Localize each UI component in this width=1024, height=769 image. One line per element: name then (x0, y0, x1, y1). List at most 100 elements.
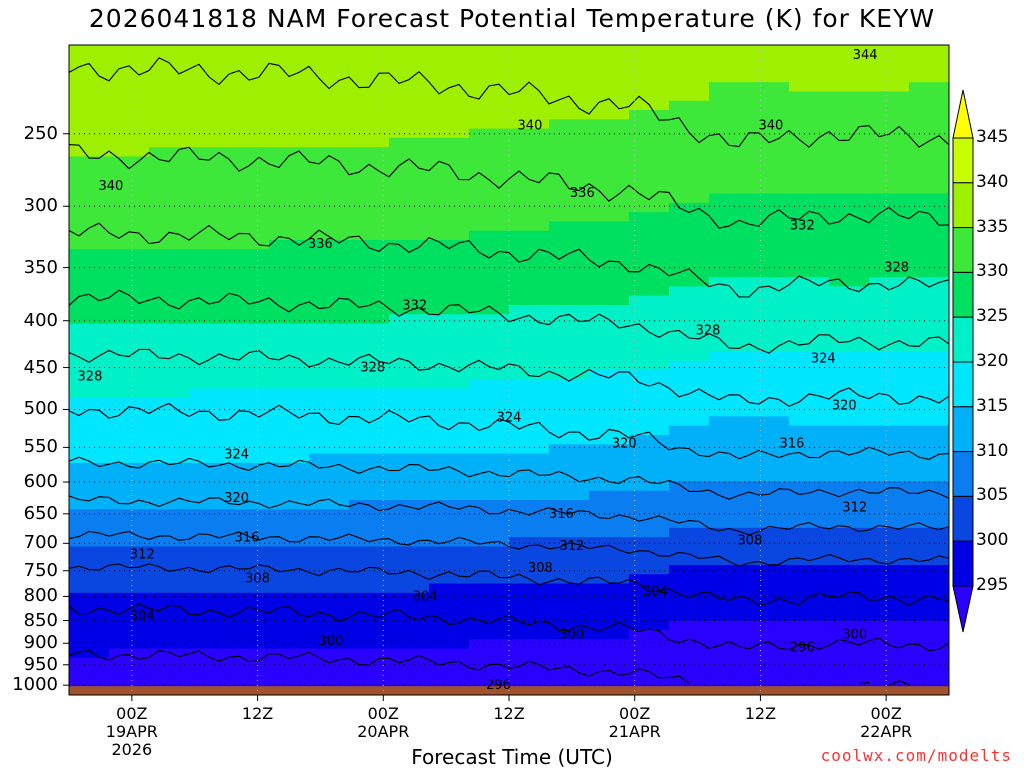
field-cell (669, 490, 710, 501)
field-cell (149, 184, 190, 195)
contour-label: 304 (643, 584, 668, 599)
field-cell (829, 490, 870, 501)
field-cell (629, 620, 670, 631)
field-cell (829, 546, 870, 557)
field-cell (509, 63, 550, 74)
field-cell (229, 156, 270, 167)
field-cell (349, 351, 390, 362)
field-cell (549, 54, 590, 65)
contour-label: 312 (130, 548, 155, 563)
field-cell (469, 407, 510, 418)
field-cell (109, 565, 150, 575)
field-cell (229, 72, 270, 83)
field-cell (869, 165, 910, 176)
field-cell (669, 63, 710, 74)
field-cell (309, 277, 350, 288)
field-cell (669, 212, 710, 223)
field-cell (869, 518, 910, 529)
field-cell (109, 230, 150, 241)
field-cell (389, 481, 430, 492)
field-cell (829, 676, 870, 687)
field-cell (509, 676, 550, 687)
field-cell (869, 249, 910, 260)
field-cell (749, 435, 790, 445)
field-cell (269, 323, 310, 334)
field-cell (749, 490, 790, 501)
field-cell (229, 45, 270, 55)
field-cell (589, 193, 630, 204)
field-cell (669, 165, 710, 176)
field-cell (829, 212, 870, 223)
field-cell (749, 342, 790, 353)
field-cell (749, 63, 790, 74)
field-cell (829, 202, 870, 213)
field-cell (789, 518, 830, 529)
field-cell (69, 397, 110, 408)
field-cell (429, 472, 470, 483)
field-cell (549, 537, 590, 548)
field-cell (189, 175, 230, 185)
field-cell (429, 258, 470, 269)
field-cell (149, 351, 190, 362)
field-cell (909, 82, 949, 93)
field-cell (389, 444, 430, 455)
field-cell (509, 230, 550, 241)
field-cell (749, 397, 790, 408)
field-cell (589, 444, 630, 455)
field-cell (389, 286, 430, 297)
field-cell (429, 119, 470, 130)
field-cell (869, 110, 910, 120)
field-cell (829, 574, 870, 585)
field-cell (269, 193, 310, 204)
field-cell (749, 379, 790, 390)
field-cell (789, 332, 830, 343)
field-cell (229, 100, 270, 111)
field-cell (789, 657, 830, 668)
field-cell (469, 72, 510, 83)
field-cell (309, 137, 350, 148)
field-cell (549, 602, 590, 613)
field-cell (149, 500, 190, 510)
field-cell (189, 165, 230, 176)
field-cell (749, 305, 790, 315)
field-cell (69, 91, 110, 102)
credit-link[interactable]: coolwx.com/modelts (820, 746, 1012, 765)
field-cell (709, 277, 750, 288)
field-cell (789, 202, 830, 213)
field-cell (509, 360, 550, 371)
field-cell (189, 249, 230, 260)
field-cell (429, 184, 470, 195)
field-cell (309, 249, 350, 260)
field-cell (509, 202, 550, 213)
field-cell (109, 240, 150, 250)
field-cell (709, 425, 750, 436)
field-cell (869, 657, 910, 668)
field-cell (309, 184, 350, 195)
field-cell (229, 137, 270, 148)
field-cell (389, 323, 430, 334)
field-cell (789, 667, 830, 678)
field-cell (229, 249, 270, 260)
field-cell (869, 100, 910, 111)
field-cell (549, 407, 590, 418)
field-cell (189, 592, 230, 603)
field-cell (309, 230, 350, 241)
field-cell (709, 165, 750, 176)
field-cell (389, 537, 430, 548)
field-cell (229, 639, 270, 650)
field-cell (909, 360, 949, 371)
field-cell (629, 137, 670, 148)
field-cell (909, 425, 949, 436)
field-cell (589, 611, 630, 622)
field-cell (69, 527, 110, 538)
field-cell (669, 639, 710, 650)
field-cell (669, 602, 710, 613)
field-cell (149, 240, 190, 250)
field-cell (429, 574, 470, 585)
field-cell (789, 54, 830, 65)
field-cell (829, 407, 870, 418)
field-cell (909, 351, 949, 362)
field-cell (469, 639, 510, 650)
field-cell (269, 351, 310, 362)
field-cell (629, 258, 670, 269)
